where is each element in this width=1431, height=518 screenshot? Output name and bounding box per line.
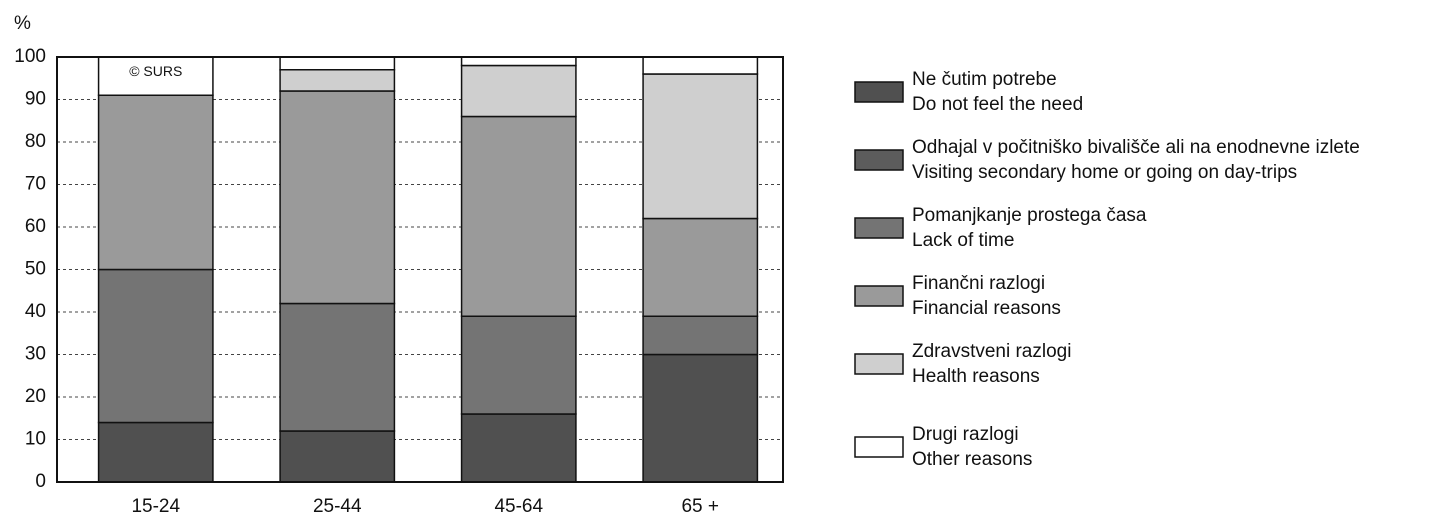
y-tick-label: 0 [35, 471, 46, 492]
x-tick-label: 65 + [681, 496, 719, 517]
bar-segment [460, 64, 577, 118]
y-tick-label: 10 [25, 429, 46, 450]
y-tick-label: 70 [25, 174, 46, 195]
bar-segment [460, 413, 577, 483]
legend-label: Visiting secondary home or going on day-… [912, 162, 1297, 183]
y-tick-label: 100 [14, 46, 46, 67]
legend-label: Do not feel the need [912, 94, 1083, 115]
bar-segment [97, 421, 214, 483]
y-tick-label: 80 [25, 131, 46, 152]
y-axis-label: % [14, 13, 31, 34]
y-tick-label: 60 [25, 216, 46, 237]
y-tick-label: 50 [25, 259, 46, 280]
bar-segment [279, 69, 396, 92]
legend-label: Pomanjkanje prostega časa [912, 205, 1147, 226]
legend-swatch [854, 436, 904, 458]
legend-label: Lack of time [912, 230, 1014, 251]
legend-swatch [854, 285, 904, 307]
y-tick-label: 90 [25, 89, 46, 110]
x-tick-label: 25-44 [313, 496, 362, 517]
bar-segment [642, 73, 759, 220]
bar-segment [642, 315, 759, 356]
bar-segment [279, 56, 396, 71]
bar-segment [97, 268, 214, 424]
y-tick-label: 40 [25, 301, 46, 322]
legend-label: Zdravstveni razlogi [912, 341, 1071, 362]
bar-segment [460, 56, 577, 67]
annotation: © SURS [129, 63, 182, 79]
bar-segment [460, 115, 577, 317]
legend-label: Financial reasons [912, 298, 1061, 319]
bar-segment [642, 56, 759, 75]
bar-segment [279, 302, 396, 432]
legend-swatch [854, 353, 904, 375]
legend-swatch [854, 81, 904, 103]
plot-frame [56, 56, 784, 483]
bar-segment [642, 217, 759, 317]
legend-label: Drugi razlogi [912, 424, 1019, 445]
legend-swatch [854, 217, 904, 239]
legend-label: Finančni razlogi [912, 273, 1045, 294]
legend-label: Other reasons [912, 449, 1032, 470]
legend-label: Health reasons [912, 366, 1040, 387]
y-tick-label: 30 [25, 344, 46, 365]
x-tick-label: 15-24 [131, 496, 180, 517]
bar-segment [460, 315, 577, 415]
bar-segment [279, 90, 396, 305]
bar-segment [97, 94, 214, 271]
legend-label: Odhajal v počitniško bivališče ali na en… [912, 137, 1360, 158]
y-tick-label: 20 [25, 386, 46, 407]
bar-segment [642, 353, 759, 483]
legend-label: Ne čutim potrebe [912, 69, 1057, 90]
bar-segment [279, 430, 396, 483]
legend-swatch [854, 149, 904, 171]
x-tick-label: 45-64 [494, 496, 543, 517]
